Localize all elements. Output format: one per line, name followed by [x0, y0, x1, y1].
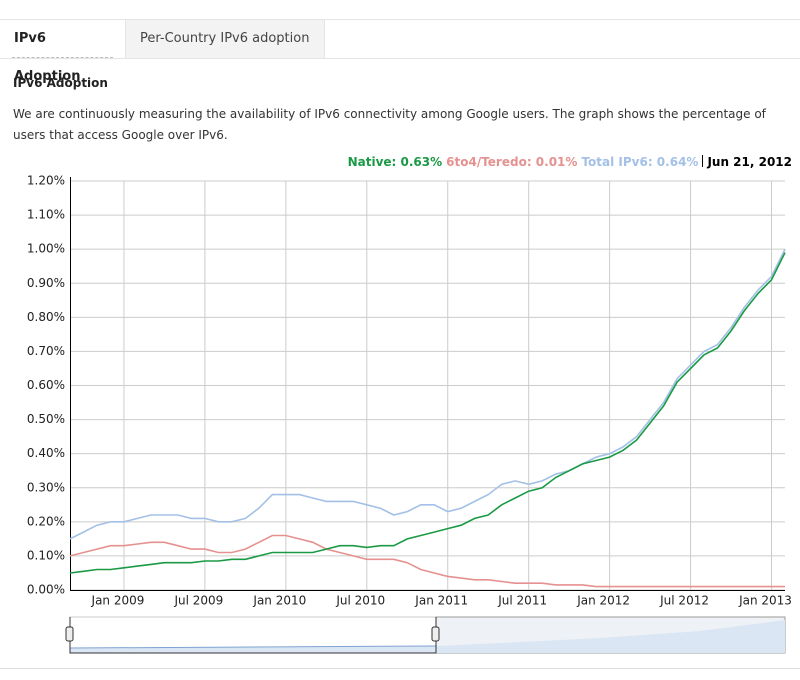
- legend-date: Jun 21, 2012: [707, 155, 792, 169]
- x-tick-label: Jul 2009: [173, 594, 223, 608]
- description: We are continuously measuring the availa…: [13, 107, 766, 142]
- y-tick-label: 1.20%: [27, 174, 65, 188]
- tab[interactable]: IPv6 Adoption: [0, 20, 125, 84]
- navigator-handle[interactable]: [65, 626, 74, 642]
- navigator-area: [70, 620, 785, 653]
- y-tick-label: 0.50%: [27, 412, 65, 426]
- legend-entry: Total IPv6: 0.64%: [581, 155, 699, 169]
- navigator-handle[interactable]: [431, 626, 440, 642]
- y-tick-label: 0.70%: [27, 344, 65, 358]
- tab-bar: IPv6 Adoption Per-Country IPv6 adoption: [0, 20, 800, 84]
- y-tick-label: 0.60%: [27, 378, 65, 392]
- legend-separator: [702, 155, 704, 167]
- legend-entry: Native: 0.63%: [347, 155, 443, 169]
- y-tick-label: 0.10%: [27, 548, 65, 562]
- x-tick-label: Jan 2010: [252, 594, 306, 608]
- top-border: [0, 19, 800, 20]
- legend-entry: 6to4/Teredo: 0.01%: [446, 155, 578, 169]
- x-tick-label: Jan 2009: [91, 594, 145, 608]
- y-tick-label: 0.90%: [27, 276, 65, 290]
- x-tick-label: Jan 2012: [576, 594, 630, 608]
- x-tick-label: Jul 2011: [497, 594, 547, 608]
- x-tick-label: Jan 2011: [414, 594, 468, 608]
- x-tick-label: Jul 2010: [335, 594, 385, 608]
- series-line: [69, 248, 786, 540]
- legend: Native: 0.63% 6to4/Teredo: 0.01% Total IPv…: [344, 155, 792, 169]
- y-tick-label: 0.40%: [27, 446, 65, 460]
- range-navigator: [65, 616, 786, 654]
- tab[interactable]: Per-Country IPv6 adoption: [125, 20, 325, 58]
- y-tick-label: 0.20%: [27, 514, 65, 528]
- y-tick-label: 1.10%: [27, 208, 65, 222]
- y-tick-label: 1.00%: [27, 242, 65, 256]
- series-line: [69, 252, 786, 574]
- x-tick-label: Jan 2013: [738, 594, 792, 608]
- series-line: [69, 534, 785, 588]
- y-tick-label: 0.30%: [27, 480, 65, 494]
- section-heading: IPv6 Adoption: [13, 76, 108, 90]
- x-tick-label: Jul 2012: [659, 594, 709, 608]
- y-tick-label: 0.00%: [27, 583, 65, 597]
- y-tick-label: 0.80%: [27, 310, 65, 324]
- navigator-line: [69, 645, 437, 649]
